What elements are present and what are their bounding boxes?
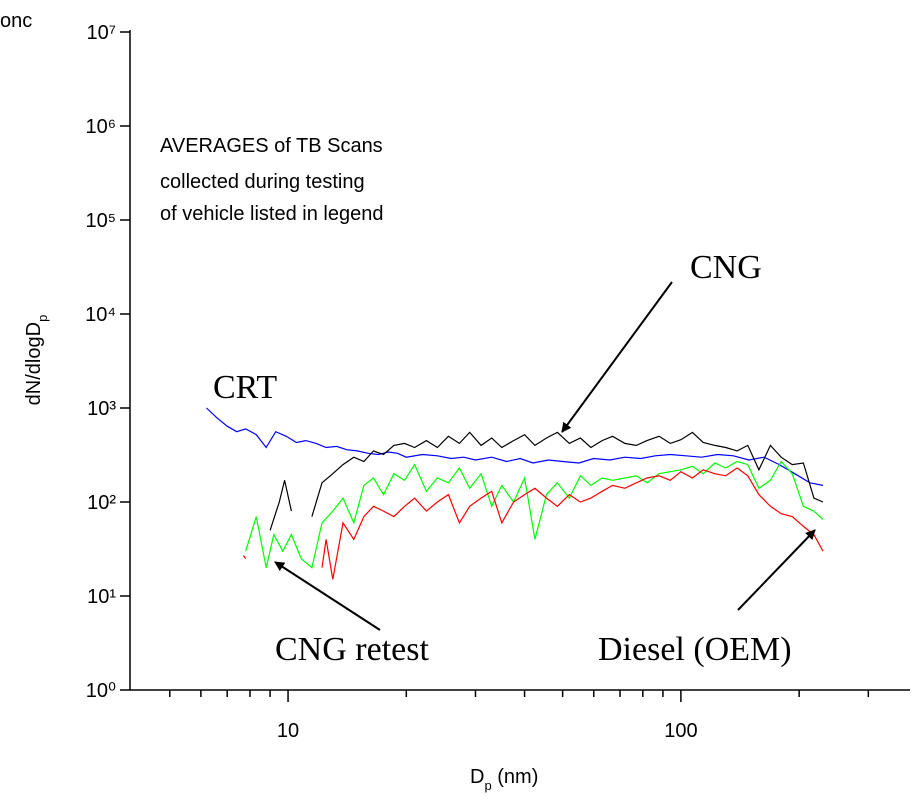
y-tick-label: 10⁶ bbox=[86, 116, 116, 138]
annotation: CRT bbox=[213, 369, 277, 406]
x-tick-label: 100 bbox=[664, 720, 697, 742]
y-tick-label: 10¹ bbox=[87, 586, 116, 608]
annotation: CNG retest bbox=[275, 631, 429, 668]
x-tick-label: 10 bbox=[277, 720, 299, 742]
arrow bbox=[561, 281, 673, 433]
y-tick-label: 10⁰ bbox=[86, 680, 116, 702]
y-tick-label: 10² bbox=[87, 492, 116, 514]
y-tick-label: 10⁷ bbox=[87, 22, 116, 44]
x-axis-label-part: D bbox=[470, 766, 484, 788]
x-axis-label-part: p bbox=[484, 778, 491, 793]
y-axis-label-part: p bbox=[35, 315, 50, 322]
y-axis-label: dN/dlogDp bbox=[23, 315, 50, 406]
y-tick-label: 10⁴ bbox=[85, 304, 116, 326]
y-axis-label-part: dN/dlogD bbox=[23, 322, 45, 405]
arrow bbox=[274, 561, 381, 631]
arrow bbox=[737, 529, 816, 611]
x-axis-label-part: (nm) bbox=[492, 766, 539, 788]
data-line bbox=[245, 460, 824, 569]
annotation: onc bbox=[0, 10, 32, 32]
annotation: CNG bbox=[690, 249, 762, 286]
y-tick-label: 10⁵ bbox=[85, 210, 116, 232]
annotation: collected during testing bbox=[160, 171, 365, 193]
annotation: of vehicle listed in legend bbox=[160, 203, 383, 225]
annotation: Diesel (OEM) bbox=[598, 631, 792, 668]
y-tick-label: 10³ bbox=[87, 398, 116, 420]
arrows bbox=[274, 281, 816, 631]
data-line bbox=[243, 467, 824, 580]
annotation: AVERAGES of TB Scans bbox=[160, 135, 383, 157]
x-axis-label: Dp (nm) bbox=[470, 766, 538, 793]
data-line bbox=[206, 407, 824, 486]
data-line bbox=[269, 431, 824, 531]
